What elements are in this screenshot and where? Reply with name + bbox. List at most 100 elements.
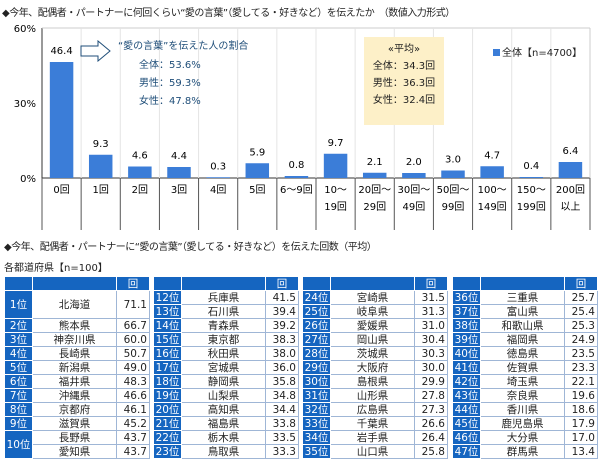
table-row: 47位 群馬県 13.4 (452, 444, 598, 459)
bar (558, 162, 583, 178)
rank: 43位 (452, 388, 481, 403)
note-line: 全体：53.6% (139, 60, 201, 71)
table-row: 29位 大阪府 30.0 (302, 360, 448, 375)
rank: 47位 (452, 444, 481, 459)
value: 27.8 (414, 388, 448, 403)
table-row: 38位 和歌山県 25.3 (452, 318, 598, 333)
prefecture: 富山県 (480, 304, 565, 319)
data-label: 2.1 (367, 157, 383, 168)
ranking-table: 回 36位 三重県 25.7 37位 富山県 25.4 38位 和歌山県 25.3 39位 福岡県 24… (452, 276, 598, 459)
chart-title: ◆今年、配偶者・パートナーに何回くらい“愛の言葉”（愛してる・好きなど）を伝えた… (2, 8, 455, 19)
rank: 27位 (302, 332, 331, 347)
legend-label: 全体【n=4700】 (502, 48, 583, 59)
data-label: 6.4 (562, 146, 578, 157)
value: 30.4 (414, 332, 448, 347)
bar (167, 167, 191, 178)
note-line: 男性：59.3% (139, 78, 201, 89)
prefecture: 千葉県 (330, 416, 415, 431)
value: 31.3 (414, 304, 448, 319)
x-tick-label: 5回 (249, 184, 265, 196)
prefecture: 栃木県 (181, 430, 266, 445)
prefecture: 三重県 (480, 290, 565, 305)
x-tick-label: 1回 (93, 184, 109, 196)
prefecture: 沖縄県 (32, 388, 117, 403)
prefecture: 山梨県 (181, 388, 266, 403)
table-row: 22位 栃木県 33.5 (153, 430, 299, 445)
value: 27.3 (414, 402, 448, 417)
rank: 5位 (4, 360, 33, 375)
prefecture: 青森県 (181, 318, 266, 333)
table-row: 21位 福島県 33.8 (153, 416, 299, 431)
rank: 42位 (452, 374, 481, 389)
bar (402, 173, 426, 178)
x-tick-label: 50回～ (437, 184, 470, 196)
value: 25.4 (564, 304, 598, 319)
prefecture: 高知県 (181, 402, 266, 417)
prefecture: 滋賀県 (32, 416, 117, 431)
prefecture: 山形県 (330, 388, 415, 403)
rank: 18位 (153, 374, 182, 389)
value: 29.9 (414, 374, 448, 389)
value: 60.0 (116, 332, 150, 347)
table-row: 3位 神奈川県 60.0 (4, 332, 150, 347)
value: 35.8 (265, 374, 299, 389)
rank: 15位 (153, 332, 182, 347)
value: 48.3 (116, 374, 150, 389)
table-row: 13位 石川県 39.4 (153, 304, 299, 319)
prefecture: 和歌山県 (480, 318, 565, 333)
value: 66.7 (116, 318, 150, 333)
bar-chart: 0% 30% 60% 46.4 0回 9.3 1回 4.6 2回 4.4 3回 0.3 4回 5.9 5回 0… (14, 24, 591, 230)
average-line: 女性：32.4回 (372, 95, 436, 106)
table-row: 14位 青森県 39.2 (153, 318, 299, 333)
value: 24.9 (564, 332, 598, 347)
prefecture: 鳥取県 (181, 444, 266, 459)
x-tick-label: 6～9回 (280, 184, 313, 196)
table-row: 35位 山口県 25.8 (302, 444, 448, 459)
rank: 44位 (452, 402, 481, 417)
x-tick-label: 150～ (517, 185, 546, 196)
table-row: 17位 宮城県 36.0 (153, 360, 299, 375)
prefecture: 群馬県 (480, 444, 565, 459)
prefecture: 兵庫県 (181, 290, 266, 305)
rank: 28位 (302, 346, 331, 361)
x-tick-label: 0回 (53, 184, 69, 196)
table-row: 34位 岩手県 26.4 (302, 430, 448, 445)
rank: 30位 (302, 374, 331, 389)
rank: 12位 (153, 290, 182, 305)
value: 25.8 (414, 444, 448, 459)
x-tick-label: 4回 (210, 184, 226, 196)
table-row: 12位 兵庫県 41.5 (153, 290, 299, 305)
table-row: 1位 北海道 71.1 (4, 290, 150, 319)
table-subtitle: 各都道府県【n=100】 (4, 263, 108, 274)
value: 17.9 (564, 416, 598, 431)
prefecture: 広島県 (330, 402, 415, 417)
bar (323, 153, 348, 178)
rank: 29位 (302, 360, 331, 375)
value: 25.7 (564, 290, 598, 305)
value: 46.6 (116, 388, 150, 403)
ranking-table: 回 12位 兵庫県 41.5 13位 石川県 39.4 14位 青森県 39.2 15位 東京都 38.… (153, 276, 299, 459)
table-row: 44位 香川県 18.6 (452, 402, 598, 417)
rank: 1位 (4, 290, 33, 319)
prefecture: 埼玉県 (480, 374, 565, 389)
bar (480, 166, 504, 178)
prefecture: 鹿児島県 (480, 416, 565, 431)
rank: 13位 (153, 304, 182, 319)
value: 30.3 (414, 346, 448, 361)
value: 26.4 (414, 430, 448, 445)
value: 26.6 (414, 416, 448, 431)
value: 33.3 (265, 444, 299, 459)
bar (88, 154, 113, 178)
data-label: 3.0 (445, 155, 461, 166)
bar (49, 62, 74, 178)
rank: 9位 (4, 416, 33, 431)
bar (284, 176, 309, 178)
x-tick-label: 10～ (324, 185, 347, 196)
rank: 36位 (452, 290, 481, 305)
value: 39.2 (265, 318, 299, 333)
value: 43.7 (116, 444, 150, 459)
value: 38.3 (265, 332, 299, 347)
bar (128, 166, 152, 178)
rank: 17位 (153, 360, 182, 375)
table-row: 31位 山形県 27.8 (302, 388, 448, 403)
